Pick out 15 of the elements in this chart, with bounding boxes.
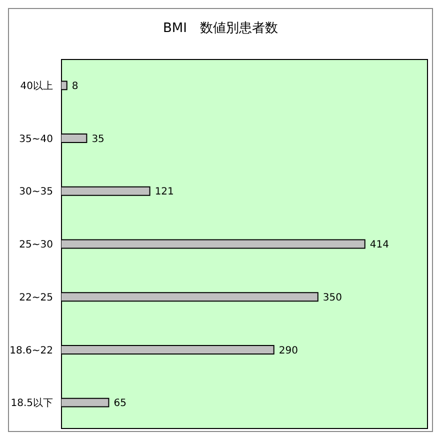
data-label: 121 — [154, 186, 174, 198]
data-label: 350 — [322, 292, 342, 304]
data-label: 35 — [92, 134, 104, 145]
y-tick-label: 35~40 — [19, 134, 53, 145]
y-tick-label: 18.5以下 — [10, 397, 53, 410]
y-tick-label: 30~35 — [19, 186, 53, 198]
y-tick-label: 25~30 — [19, 240, 53, 251]
data-label: 8 — [72, 80, 78, 92]
y-tick-label: 40以上 — [20, 80, 53, 92]
chart-title: BMI 数値別患者数 — [162, 20, 279, 37]
data-label: 65 — [114, 398, 126, 410]
y-tick-label: 18.6~22 — [10, 345, 53, 356]
y-tick-label: 22~25 — [19, 292, 53, 304]
data-label: 414 — [370, 240, 389, 251]
data-label: 290 — [278, 345, 298, 356]
